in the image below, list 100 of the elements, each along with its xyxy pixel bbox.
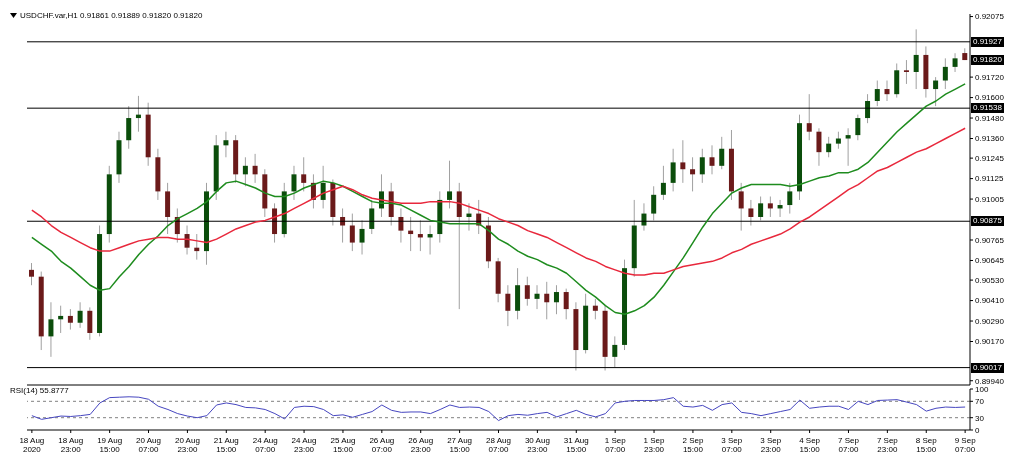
ref-line-label: 0.90017 (971, 362, 1004, 373)
annotation: 0.91820 (971, 55, 1004, 66)
candlestick (369, 199, 375, 235)
candlestick (738, 182, 744, 232)
candlestick (758, 196, 764, 221)
y-tick-label: 100 (975, 384, 989, 394)
candlestick (48, 301, 54, 358)
y-tick-label: 0.91600 (975, 93, 1005, 103)
y-tick-label: 0.91360 (975, 134, 1005, 144)
x-tick-label: 21 Aug 15:00 (213, 436, 239, 454)
y-tick-label: 0.90645 (975, 256, 1005, 266)
candlestick (942, 57, 948, 90)
candlestick (359, 219, 365, 256)
line-series (31, 83, 966, 315)
x-tick-label: 24 Aug 23:00 (291, 436, 317, 454)
x-tick-label: 18 Aug 2020 (19, 436, 45, 454)
x-tick-label: 26 Aug 07:00 (369, 436, 395, 454)
y-tick-label: 0.90410 (975, 296, 1005, 306)
candlestick (398, 207, 404, 244)
x-tick-label: 26 Aug 23:00 (408, 436, 434, 454)
candlestick (505, 284, 511, 327)
x-tick-label: 9 Sep 07:00 (954, 436, 977, 454)
candlestick (447, 160, 453, 209)
candlestick (670, 148, 676, 192)
candlestick (524, 276, 530, 307)
x-tick-label: 27 Aug 15:00 (447, 436, 473, 454)
candlestick (884, 80, 890, 102)
x-tick-label: 8 Sep 15:00 (915, 436, 938, 454)
candlestick (865, 93, 871, 124)
ref-line-label: 0.90875 (971, 216, 1004, 227)
candlestick (534, 284, 540, 310)
chart-title: RSI(14) 55.8777 (10, 386, 69, 395)
candlestick (680, 139, 686, 184)
candlestick (252, 153, 258, 184)
candlestick (913, 28, 919, 90)
y-tick-label: 0.90170 (975, 337, 1005, 347)
x-tick-label: 4 Sep 15:00 (799, 436, 821, 454)
candlestick (349, 213, 355, 252)
candlestick (651, 185, 657, 221)
candlestick (719, 136, 725, 170)
chart-title: USDCHF.var,H1 0.91861 0.91889 0.91820 0.91820 (20, 11, 203, 20)
x-tick-label: 19 Aug 15:00 (97, 436, 123, 454)
y-tick-label: 0.89940 (975, 376, 1005, 386)
candlestick (787, 182, 793, 215)
candlestick (767, 196, 773, 218)
x-tick-label: 20 Aug 23:00 (174, 436, 200, 454)
x-tick-label: 3 Sep 23:00 (760, 436, 782, 454)
candlestick (641, 202, 647, 232)
candlestick (126, 105, 132, 150)
candlestick (845, 127, 851, 167)
x-tick-label: 31 Aug 15:00 (563, 436, 589, 454)
x-tick-label: 24 Aug 07:00 (252, 436, 278, 454)
y-tick-label: 0.90290 (975, 316, 1005, 326)
y-tick-label: 30 (975, 413, 985, 423)
x-tick-label: 20 Aug 07:00 (136, 436, 161, 454)
candlestick (612, 335, 618, 368)
candlestick (903, 59, 909, 85)
candlestick (320, 165, 326, 209)
x-tick-label: 7 Sep 07:00 (838, 436, 860, 454)
x-tick-label: 25 Aug 15:00 (330, 436, 356, 454)
x-tick-label: 18 Aug 23:00 (58, 436, 84, 454)
candlestick (933, 76, 939, 107)
candlestick (826, 136, 832, 158)
x-tick-label: 2 Sep 15:00 (682, 436, 704, 454)
candlestick (77, 301, 83, 329)
candlestick (67, 308, 73, 331)
candlestick (660, 165, 666, 201)
x-tick-label: 7 Sep 23:00 (876, 436, 899, 454)
candlestick (29, 262, 34, 286)
candlestick (291, 165, 297, 201)
candlestick (952, 52, 958, 73)
candlestick (709, 144, 715, 175)
x-tick-label: 30 Aug 23:00 (524, 436, 550, 454)
ref-line-label: 0.91538 (971, 103, 1004, 114)
candlestick (699, 148, 705, 184)
ref-line-label: 0.91927 (971, 36, 1004, 47)
line-series (31, 127, 966, 276)
y-tick-label: 0.91125 (975, 174, 1004, 184)
candlestick (874, 80, 880, 107)
candlestick (340, 207, 346, 244)
candlestick (806, 93, 812, 141)
y-tick-label: 70 (975, 397, 985, 407)
x-tick-label: 3 Sep 07:00 (721, 436, 743, 454)
y-tick-label: 0.90530 (975, 275, 1005, 285)
x-tick-label: 28 Aug 07:00 (486, 436, 511, 454)
candlestick (894, 62, 900, 99)
candlestick (816, 127, 822, 167)
y-tick-label: 0 (975, 425, 980, 435)
candlestick (553, 284, 559, 315)
y-tick-label: 0.91245 (975, 153, 1005, 163)
y-tick-label: 0.90765 (975, 235, 1005, 245)
candlestick (544, 281, 550, 320)
x-tick-label: 1 Sep 23:00 (643, 436, 666, 454)
y-tick-label: 0.91480 (975, 113, 1005, 123)
candlestick (87, 306, 93, 341)
x-tick-label: 1 Sep 07:00 (604, 436, 627, 454)
line-series (31, 396, 966, 422)
candlestick (592, 298, 598, 320)
candlestick (855, 114, 861, 141)
candlestick (563, 288, 569, 320)
